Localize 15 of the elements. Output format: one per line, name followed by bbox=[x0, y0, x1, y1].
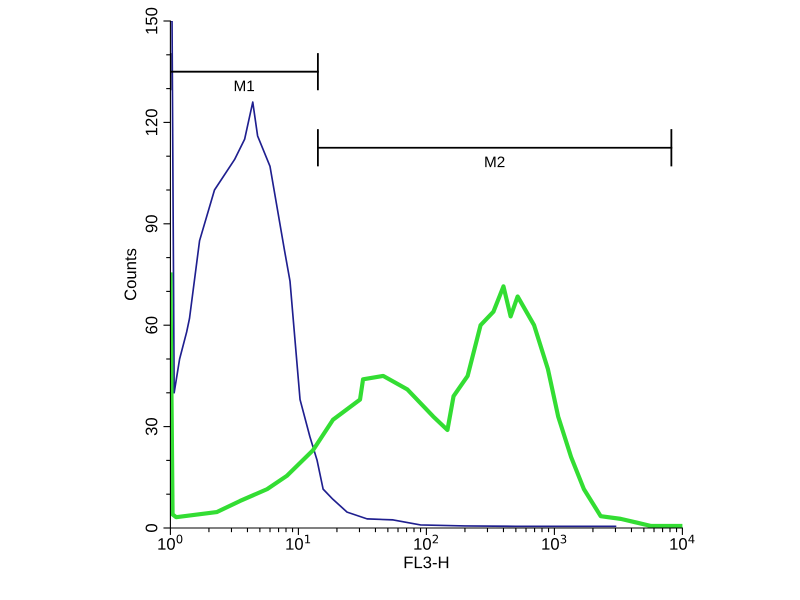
x-axis-title: FL3-H bbox=[404, 556, 448, 568]
y-tick-label: 150 bbox=[146, 8, 158, 34]
y-tick-label: 30 bbox=[146, 418, 158, 436]
x-tick-label: 10$^{3}$ bbox=[542, 534, 566, 550]
x-tick-label: 10$^{0}$ bbox=[158, 534, 182, 550]
series-label: M1 bbox=[234, 80, 254, 92]
y-tick-label: 90 bbox=[146, 215, 158, 232]
x-tick-label: 10$^{4}$ bbox=[670, 534, 695, 550]
x-tick-label: 10$^{1}$ bbox=[286, 534, 310, 550]
y-tick-label: 0 bbox=[146, 524, 158, 532]
y-tick-label: 120 bbox=[146, 109, 158, 136]
y-axis-title: Counts bbox=[124, 248, 136, 300]
y-tick-label: 60 bbox=[146, 316, 158, 334]
x-tick-label: 10$^{2}$ bbox=[414, 534, 438, 550]
series-label: M2 bbox=[485, 156, 504, 168]
